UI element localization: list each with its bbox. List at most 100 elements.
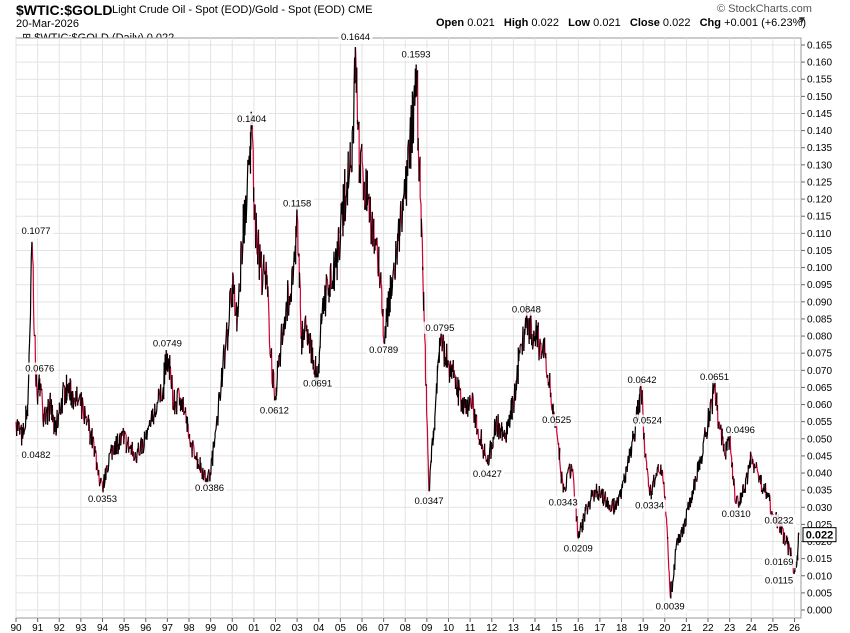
x-tick-label: 04 (313, 623, 325, 633)
y-tick-label: 0.130 (807, 160, 832, 171)
annotation-bg (632, 499, 667, 512)
annotation-label: 0.1593 (402, 50, 431, 61)
y-tick-label: 0.160 (807, 58, 832, 69)
annotation-bg (422, 321, 457, 334)
low-label: Low (568, 17, 591, 29)
y-tick-label: 0.045 (807, 451, 832, 462)
x-tick-label: 00 (227, 623, 239, 633)
annotation-label: 0.0676 (25, 364, 54, 375)
x-tick-label: 08 (400, 623, 412, 633)
y-tick-label: 0.120 (807, 195, 832, 206)
ohlc-readout: Open 0.021 High 0.022 Low 0.021 Close 0.… (436, 17, 806, 29)
grid-lines (15, 38, 801, 618)
x-tick-label: 13 (508, 623, 520, 633)
x-axis: 90 91 92 93 94 95 96 97 98 99 00 01 02 03 04 05 06 07 08 09… (10, 618, 801, 633)
annotation-bg (300, 377, 335, 390)
annotation-label: 0.0353 (88, 494, 117, 505)
annotation-bg (762, 556, 796, 569)
chart-header: $WTIC:$GOLD Light Crude Oil - Spot (EOD)… (0, 0, 850, 44)
y-tick-label: 0.135 (807, 143, 832, 154)
y-tick-label: 0.030 (807, 503, 832, 514)
annotation-bg (257, 404, 292, 417)
triangle-down-icon[interactable]: ▼ (797, 15, 807, 26)
annotation-bg (19, 448, 53, 461)
x-tick-label: 91 (32, 623, 44, 633)
annotation-label: 0.1644 (341, 32, 370, 43)
x-tick-label: 03 (292, 623, 304, 633)
stockcharts-logo[interactable]: © StockCharts.com (717, 3, 812, 15)
y-tick-label: 0.015 (807, 554, 832, 565)
y-tick-label: 0.115 (807, 212, 832, 223)
open-value: 0.021 (467, 17, 495, 29)
annotation-bg (412, 495, 447, 508)
x-tick-label: 97 (162, 623, 174, 633)
high-label: High (503, 17, 529, 29)
x-tick-label: 90 (10, 623, 22, 633)
annotation-label: 0.0347 (415, 496, 444, 507)
y-tick-label: 0.125 (807, 177, 832, 188)
y-tick-label: 0.065 (807, 383, 832, 394)
annotation-label: 0.0115 (765, 576, 793, 587)
x-tick-label: 20 (659, 623, 671, 633)
low-value: 0.021 (593, 17, 621, 29)
annotation-bg (653, 600, 688, 613)
y-tick-label: 0.105 (807, 246, 832, 257)
annotation-label: 0.0310 (722, 509, 751, 520)
annotation-label: 0.0386 (195, 483, 224, 494)
annotation-label: 0.0642 (628, 375, 657, 386)
annotation-label: 0.0343 (549, 498, 578, 509)
annotation-bg (338, 31, 373, 44)
annotation-bg (19, 225, 53, 238)
annotation-bg (561, 542, 596, 555)
annotation-label: 0.0334 (635, 501, 664, 512)
y-tick-label: 0.075 (807, 349, 832, 360)
y-tick-label: 0.020 (807, 537, 832, 548)
annotation-bg (366, 343, 401, 356)
annotation-label: 0.0039 (656, 602, 685, 613)
x-tick-label: 95 (119, 623, 131, 633)
annotation-bg (85, 493, 120, 506)
y-tick-label: 0.095 (807, 280, 832, 291)
annotation-bg (509, 303, 544, 316)
annotation-label: 0.0427 (473, 469, 502, 480)
last-value-group: 0.022 (802, 527, 837, 543)
annotation-bg (697, 371, 732, 384)
y-tick-label: 0.050 (807, 434, 832, 445)
annotation-label: 0.0169 (764, 557, 793, 568)
symbol-description: Light Crude Oil - Spot (EOD)/Gold - Spot… (112, 4, 372, 16)
y-tick-label: 0.070 (807, 366, 832, 377)
close-value: 0.022 (662, 17, 691, 29)
annotation-bg (539, 414, 574, 427)
y-tick-label: 0.000 (807, 606, 832, 617)
annotation-label: 0.0232 (764, 516, 793, 527)
y-tick-label: 0.145 (807, 109, 832, 120)
y-tick-label: 0.150 (807, 92, 832, 103)
y-tick-label: 0.140 (807, 126, 832, 137)
annotation-label: 0.0749 (153, 339, 182, 350)
x-tick-label: 07 (378, 623, 390, 633)
y-tick-label: 0.025 (807, 520, 832, 531)
y-tick-label: 0.100 (807, 263, 832, 274)
y-axis: 0.000 0.005 0.010 0.015 0.020 0.025 0.030 0.035… (801, 41, 832, 617)
y-tick-label: 0.110 (807, 229, 832, 240)
y-tick-label: 0.090 (807, 297, 832, 308)
annotation-bg (762, 574, 796, 587)
x-tick-label: 98 (183, 623, 195, 633)
x-tick-label: 15 (551, 623, 563, 633)
y-tick-label: 0.060 (807, 400, 832, 411)
annotation-bg (399, 48, 434, 61)
annotation-bg (762, 514, 796, 527)
annotation-label: 0.0691 (303, 378, 332, 389)
chg-label: Chg (699, 17, 721, 29)
y-tick-label: 0.080 (807, 332, 832, 343)
annotation-label: 0.0612 (260, 405, 289, 416)
y-tick-label: 0.035 (807, 486, 832, 497)
x-tick-label: 06 (356, 623, 368, 633)
annotation-label: 0.1158 (283, 198, 311, 209)
exchange-label: CME (347, 4, 373, 16)
x-tick-label: 26 (789, 623, 801, 633)
x-tick-label: 96 (140, 623, 152, 633)
annotation-bg (280, 197, 315, 210)
x-tick-label: 02 (270, 623, 282, 633)
